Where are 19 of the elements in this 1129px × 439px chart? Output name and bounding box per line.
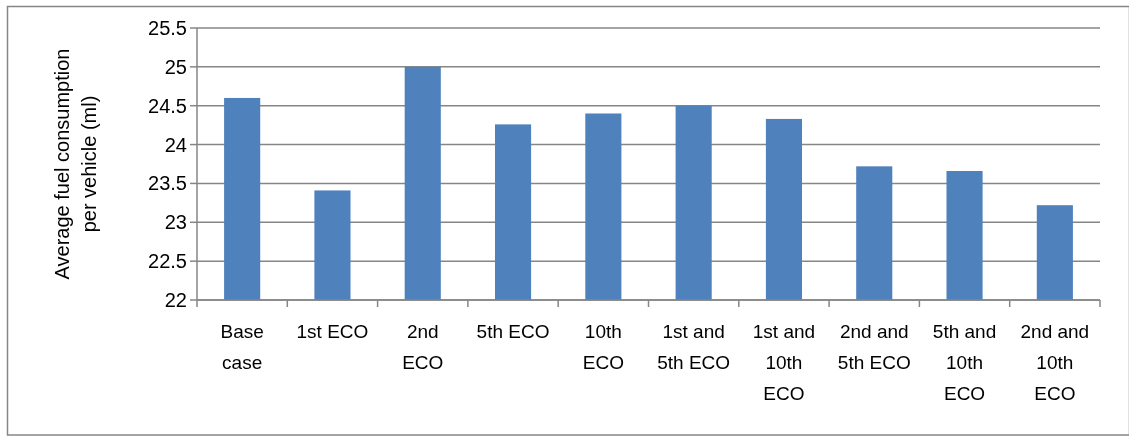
y-tick-label: 25: [164, 55, 187, 78]
x-tick-label: 5th and 10th ECO: [932, 321, 997, 404]
y-tick-label: 24: [164, 133, 187, 156]
x-tick-label: Base case: [220, 321, 264, 373]
y-tick-label: 23: [164, 211, 187, 234]
x-tick-label: 2nd and 5th ECO: [837, 321, 911, 373]
x-tick-label: 1st and 10th ECO: [752, 321, 816, 404]
y-axis-title: Average fuel consumption per vehicle (ml): [51, 48, 100, 280]
y-tick-label: 25.5: [148, 17, 187, 39]
x-tick-label: 1st ECO: [296, 321, 369, 342]
y-tick-label: 22: [164, 289, 187, 311]
x-tick-label: 2nd ECO: [402, 321, 444, 373]
x-tick-label: 10th ECO: [582, 321, 624, 373]
x-tick-label: 2nd and 10th ECO: [1020, 321, 1090, 404]
y-tick-label: 22.5: [148, 250, 187, 273]
x-tick-label: 5th ECO: [476, 321, 550, 342]
x-tick-label: 1st and 5th ECO: [657, 321, 731, 373]
y-tick-label: 23.5: [148, 172, 187, 195]
y-tick-label: 24.5: [148, 94, 187, 117]
